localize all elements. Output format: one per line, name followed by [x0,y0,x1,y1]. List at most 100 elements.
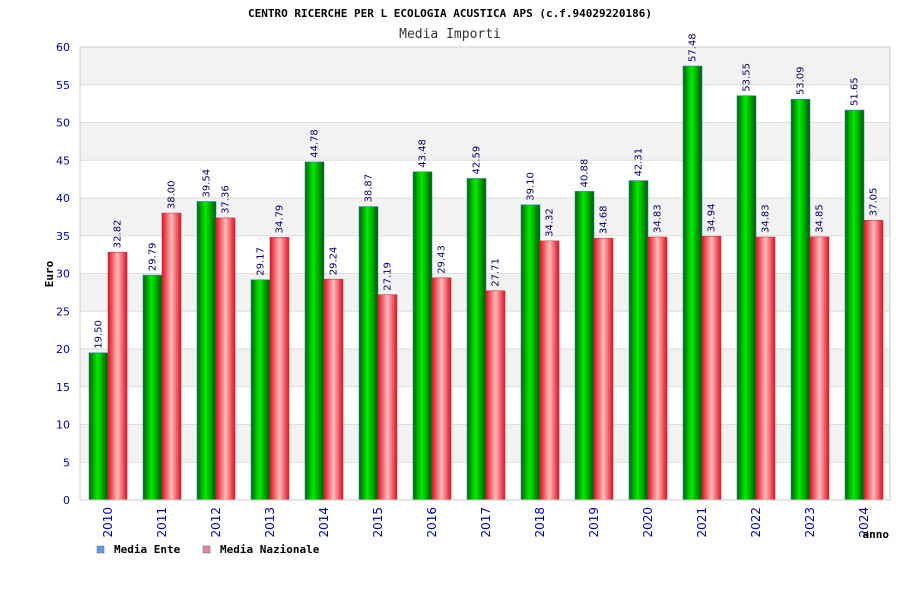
data-label: 27.71 [491,258,502,287]
bar-media-ente [358,206,379,501]
bar-media-ente [844,109,865,501]
data-label: 29.24 [329,247,340,276]
x-tick-label: 2020 [641,507,655,538]
bar-media-ente [790,98,811,501]
bar-media-ente [250,279,271,501]
x-tick-label: 2018 [533,507,547,538]
bar-media-nazionale [215,217,236,501]
x-tick-label: 2022 [749,507,763,538]
bar-media-ente [196,201,217,501]
bar-media-ente [736,95,757,501]
data-label: 40.88 [580,159,591,188]
data-label: 39.54 [202,169,213,198]
data-label: 19.50 [94,320,105,349]
x-tick-label: 2021 [695,507,709,538]
data-label: 42.31 [634,148,645,177]
y-tick-label: 10 [56,419,70,432]
bar-media-nazionale [755,236,776,501]
x-tick-label: 2023 [803,507,817,538]
data-label: 44.78 [310,129,321,158]
legend-label: Media Ente [114,543,181,556]
data-label: 38.87 [364,174,375,203]
x-tick-label: 2015 [371,507,385,538]
data-label: 37.36 [221,185,232,214]
x-tick-label: 2010 [101,507,115,538]
bar-media-ente [466,178,487,501]
bar-media-nazionale [863,219,884,501]
y-tick-label: 50 [56,117,70,130]
x-tick-label: 2011 [155,507,169,538]
x-tick-label: 2014 [317,507,331,538]
bar-media-ente [574,191,595,501]
legend-label: Media Nazionale [220,543,320,556]
data-label: 29.17 [256,247,267,276]
data-label: 34.68 [599,206,610,235]
grid-band [80,122,890,161]
data-label: 29.43 [437,245,448,274]
data-label: 43.48 [418,139,429,168]
data-label: 34.94 [707,204,718,233]
data-label: 37.05 [869,188,880,217]
bar-media-nazionale [161,212,182,501]
bar-media-nazionale [485,290,506,501]
bar-media-nazionale [377,294,398,501]
bar-media-ente [412,171,433,501]
x-tick-label: 2019 [587,507,601,538]
data-label: 34.32 [545,208,556,237]
data-label: 53.09 [796,67,807,96]
y-tick-label: 35 [56,230,70,243]
y-tick-label: 55 [56,79,70,92]
data-label: 32.82 [113,220,124,249]
bar-media-nazionale [593,237,614,501]
bar-media-ente [520,204,541,501]
x-tick-label: 2017 [479,507,493,538]
data-label: 51.65 [850,77,861,106]
y-tick-label: 45 [56,154,70,167]
x-tick-label: 2024 [857,507,871,538]
bar-media-nazionale [431,277,452,501]
data-label: 29.79 [148,242,159,271]
bar-media-nazionale [701,235,722,501]
plot-area [79,46,891,501]
bar-media-nazionale [107,251,128,501]
legend: Media Ente Media Nazionale [96,543,320,556]
data-label: 27.19 [383,262,394,291]
y-tick-label: 60 [56,41,70,54]
data-label: 34.83 [761,204,772,233]
bar-media-ente [682,65,703,501]
y-tick-label: 20 [56,343,70,356]
data-label: 34.79 [275,205,286,234]
bar-media-ente [142,274,163,501]
bar-media-ente [628,180,649,501]
legend-swatch [202,545,211,554]
grid-band [80,47,890,85]
bar-media-ente [88,352,109,501]
y-tick-label: 30 [56,268,70,281]
x-tick-label: 2013 [263,507,277,538]
y-tick-label: 25 [56,305,70,318]
x-tick-label: 2012 [209,507,223,538]
x-axis-label: anno [863,528,890,541]
bar-media-nazionale [647,236,668,501]
data-label: 34.83 [653,204,664,233]
bar-media-nazionale [269,237,290,501]
data-label: 34.85 [815,204,826,233]
data-label: 57.48 [688,33,699,62]
bar-media-nazionale [539,240,560,501]
data-label: 39.10 [526,172,537,201]
chart-subtitle: Media Importi [399,27,501,42]
y-tick-label: 5 [63,456,70,469]
y-tick-label: 40 [56,192,70,205]
data-label: 53.55 [742,63,753,92]
bar-media-nazionale [809,236,830,501]
data-label: 42.59 [472,146,483,175]
x-tick-label: 2016 [425,507,439,538]
legend-swatch [96,545,105,554]
chart-title: CENTRO RICERCHE PER L ECOLOGIA ACUSTICA … [248,7,652,20]
y-axis-label: Euro [43,260,56,287]
data-label: 38.00 [167,180,178,209]
y-tick-label: 0 [63,494,70,507]
bar-media-ente [304,161,325,501]
y-tick-label: 15 [56,381,70,394]
